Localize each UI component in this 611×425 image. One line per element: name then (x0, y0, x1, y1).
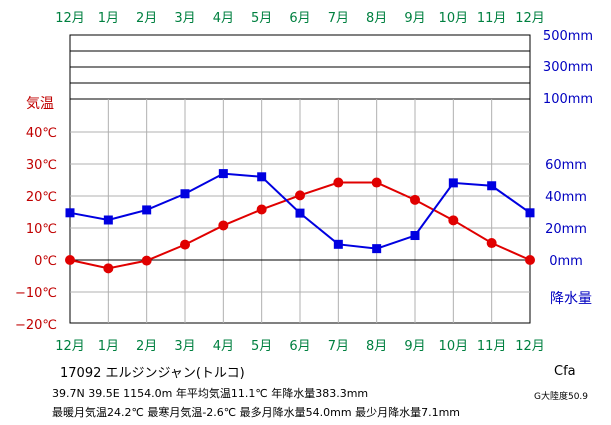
precipitation-point (525, 208, 535, 218)
climate-chart: 12月 12月 1月 1月 2月 2月 3月 3月 4月 4月 5月 5月 6月 6月 7月 7月 8月 8月 9月… (15, 11, 593, 354)
month-label-bottom: 2月 (136, 339, 157, 354)
left-axis-title: 気温 (26, 96, 54, 112)
temperature-point (448, 215, 459, 226)
station-name: 17092 エルジンジャン(トルコ) (60, 366, 245, 381)
right-axis-upper-tick-label: 100mm (543, 92, 593, 107)
right-axis-tick-label: 20mm (545, 222, 587, 237)
precipitation-point (410, 231, 420, 241)
month-label-top: 10月 (439, 11, 469, 26)
right-axis-tick-label: 40mm (545, 190, 587, 205)
month-label-bottom: 10月 (439, 339, 469, 354)
precipitation-point (65, 208, 75, 218)
temperature-point (103, 263, 114, 274)
precipitation-point (180, 189, 190, 199)
month-label-top: 4月 (213, 11, 234, 26)
month-label-top: 5月 (251, 11, 272, 26)
month-label-bottom: 7月 (328, 339, 349, 354)
month-label-bottom: 12月 (55, 339, 85, 354)
climate-classification: Cfa (554, 364, 576, 379)
precipitation-point (295, 208, 305, 218)
month-label-top: 12月 (515, 11, 545, 26)
month-label-top: 3月 (174, 11, 195, 26)
temperature-point (525, 255, 535, 265)
month-label-top: 1月 (98, 11, 119, 26)
precipitation-point (218, 169, 228, 179)
right-axis-tick-label: 0mm (549, 254, 583, 269)
temperature-point (256, 204, 267, 215)
left-axis-tick-label: 20℃ (26, 190, 57, 205)
precipitation-point (257, 172, 267, 182)
month-label-bottom: 6月 (289, 339, 310, 354)
right-axis-tick-label: 60mm (545, 158, 587, 173)
temperature-point (218, 220, 229, 231)
temperature-point (295, 190, 305, 201)
right-axis-upper-tick-label: 300mm (543, 60, 593, 75)
precipitation-point (448, 178, 458, 188)
station-location-summary: 39.7N 39.5E 1154.0m 年平均気温11.1℃ 年降水量383.3… (52, 387, 369, 400)
month-label-bottom: 11月 (477, 339, 507, 354)
right-axis-title: 降水量 (550, 291, 592, 307)
left-axis-tick-label: 0℃ (34, 254, 57, 269)
continentality-index: G大陸度50.9 (534, 392, 589, 402)
precipitation-point (142, 205, 152, 215)
month-label-bottom: 5月 (251, 339, 272, 354)
month-label-bottom: 4月 (213, 339, 234, 354)
precipitation-point (333, 239, 343, 249)
month-label-bottom: 12月 (515, 339, 545, 354)
month-label-bottom: 8月 (366, 339, 387, 354)
temperature-point (333, 177, 344, 188)
left-axis-tick-label: −10℃ (15, 286, 57, 301)
precipitation-point (372, 244, 382, 254)
station-extremes-summary: 最暖月気温24.2℃ 最寒月気温-2.6℃ 最多月降水量54.0mm 最少月降水… (52, 406, 460, 419)
month-label-top: 8月 (366, 11, 387, 26)
month-label-top: 7月 (328, 11, 349, 26)
temperature-point (65, 255, 75, 265)
temperature-point (141, 255, 152, 266)
precipitation-point (487, 181, 497, 191)
month-label-bottom: 1月 (98, 339, 119, 354)
temperature-point (180, 239, 190, 250)
month-label-top: 2月 (136, 11, 157, 26)
month-label-top: 12月 (55, 11, 85, 26)
temperature-point (410, 194, 420, 205)
month-label-bottom: 3月 (174, 339, 195, 354)
month-label-bottom: 9月 (404, 339, 425, 354)
left-axis-tick-label: 10℃ (26, 222, 57, 237)
temperature-point (486, 238, 497, 249)
month-label-top: 9月 (404, 11, 425, 26)
month-label-top: 6月 (289, 11, 310, 26)
right-axis-upper-tick-label: 500mm (543, 29, 593, 44)
left-axis-tick-label: −20℃ (15, 318, 57, 333)
left-axis-tick-label: 30℃ (26, 158, 57, 173)
month-label-top: 11月 (477, 11, 507, 26)
precipitation-point (103, 215, 113, 225)
temperature-point (371, 177, 382, 188)
left-axis-tick-label: 40℃ (26, 126, 57, 141)
